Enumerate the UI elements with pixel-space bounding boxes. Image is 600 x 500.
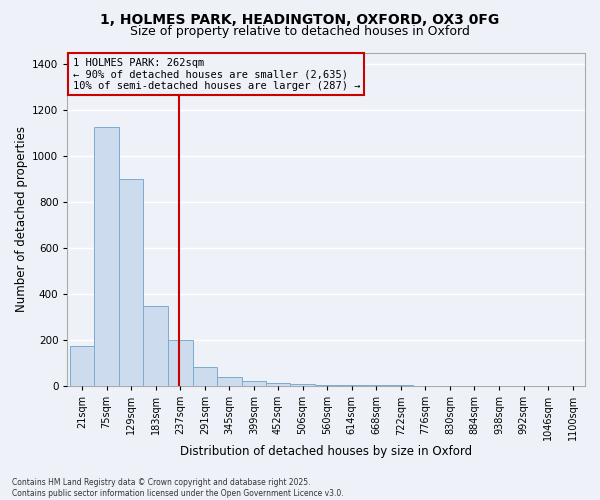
Bar bbox=[168, 340, 193, 386]
Text: Size of property relative to detached houses in Oxford: Size of property relative to detached ho… bbox=[130, 25, 470, 38]
Bar bbox=[340, 385, 364, 386]
Text: 1, HOLMES PARK, HEADINGTON, OXFORD, OX3 0FG: 1, HOLMES PARK, HEADINGTON, OXFORD, OX3 … bbox=[100, 12, 500, 26]
Bar bbox=[266, 384, 290, 386]
Bar bbox=[242, 382, 266, 386]
X-axis label: Distribution of detached houses by size in Oxford: Distribution of detached houses by size … bbox=[180, 444, 472, 458]
Bar bbox=[315, 384, 340, 386]
Bar bbox=[119, 179, 143, 386]
Bar bbox=[70, 346, 94, 386]
Text: 1 HOLMES PARK: 262sqm
← 90% of detached houses are smaller (2,635)
10% of semi-d: 1 HOLMES PARK: 262sqm ← 90% of detached … bbox=[73, 58, 360, 90]
Bar bbox=[94, 128, 119, 386]
Bar bbox=[364, 385, 389, 386]
Bar bbox=[217, 377, 242, 386]
Bar bbox=[290, 384, 315, 386]
Bar bbox=[143, 306, 168, 386]
Bar bbox=[193, 366, 217, 386]
Y-axis label: Number of detached properties: Number of detached properties bbox=[15, 126, 28, 312]
Text: Contains HM Land Registry data © Crown copyright and database right 2025.
Contai: Contains HM Land Registry data © Crown c… bbox=[12, 478, 344, 498]
